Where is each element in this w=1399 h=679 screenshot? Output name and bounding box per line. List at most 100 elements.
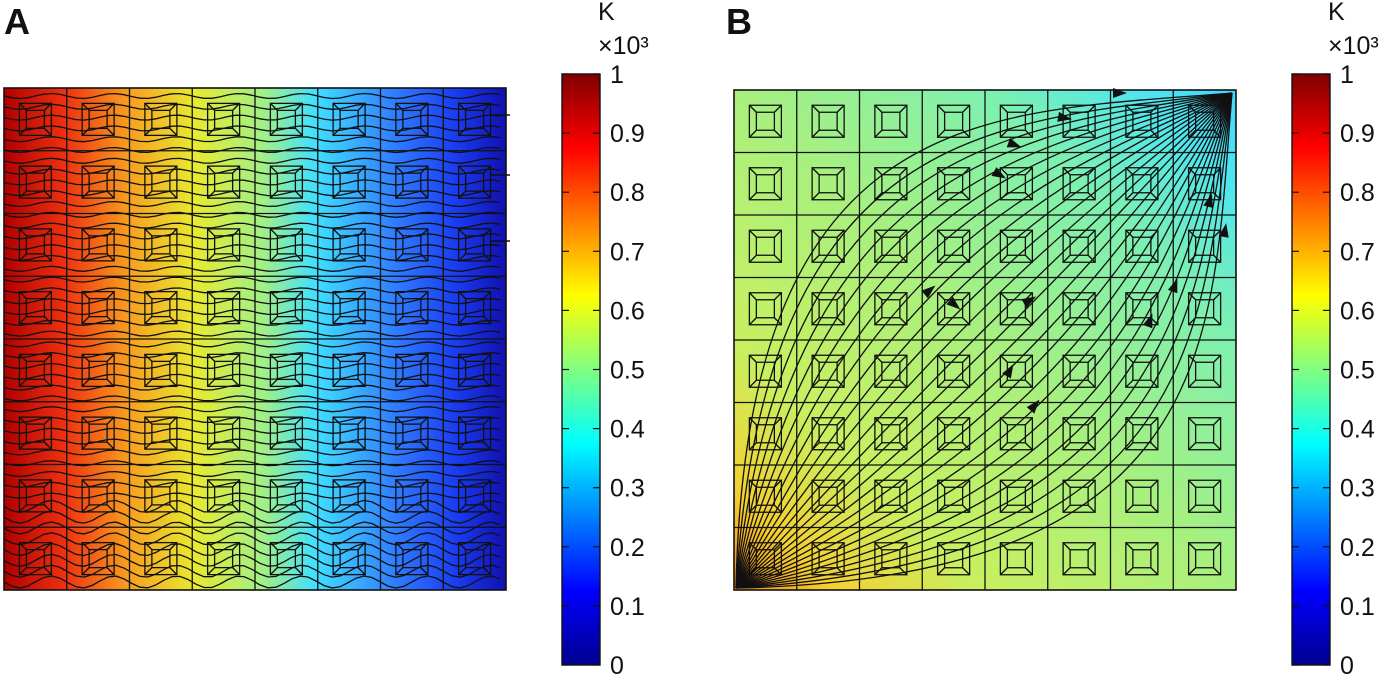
panel-a-cell-motif bbox=[18, 102, 53, 137]
streamline-a bbox=[3, 146, 501, 154]
streamline-a bbox=[3, 200, 501, 208]
panel-a-cell-motif bbox=[269, 479, 304, 513]
streamline-a bbox=[3, 521, 501, 535]
streamline-b bbox=[735, 92, 1233, 589]
streamline-b bbox=[735, 92, 1233, 589]
streamline-b-arrowhead bbox=[1021, 296, 1037, 308]
panel-b-cell-motif bbox=[748, 292, 783, 326]
colorbar-b-tick-label: 0.2 bbox=[1340, 534, 1375, 562]
streamline-a bbox=[3, 416, 501, 424]
streamline-a bbox=[3, 330, 501, 337]
streamline-b bbox=[735, 92, 1233, 589]
streamline-a bbox=[3, 373, 501, 380]
streamlines-a bbox=[3, 92, 510, 589]
panel-b-cell-motif bbox=[874, 542, 908, 576]
panel-a-cell-motif bbox=[457, 479, 492, 513]
streamline-a bbox=[3, 265, 501, 272]
panel-a-cell-motif bbox=[332, 165, 366, 199]
streamline-a bbox=[3, 222, 501, 229]
streamline-b bbox=[735, 92, 1233, 589]
panel-a-cell-motif bbox=[269, 165, 304, 199]
panel-b-cell-motif bbox=[936, 104, 971, 138]
panel-b-cell-motif bbox=[748, 104, 783, 138]
streamline-b bbox=[735, 92, 1233, 589]
streamline-a bbox=[3, 460, 501, 467]
streamline-a bbox=[3, 233, 501, 240]
panel-b-cell-motif bbox=[999, 229, 1034, 263]
panel-b-cell-motif bbox=[1187, 292, 1222, 326]
streamline-a bbox=[3, 244, 501, 251]
streamline-a bbox=[3, 92, 501, 100]
colorbar-a-unit-label: K bbox=[598, 0, 615, 26]
streamline-a bbox=[3, 406, 501, 413]
colorbar-b-tick-label: 0.6 bbox=[1340, 297, 1375, 325]
streamline-b bbox=[735, 92, 1233, 589]
streamline-a bbox=[3, 492, 501, 499]
panel-b-cell-motif bbox=[1125, 354, 1159, 388]
panel-b-cell-motif bbox=[1062, 104, 1096, 138]
panel-a-cell-motif bbox=[206, 353, 241, 388]
streamline-b bbox=[735, 92, 1233, 589]
streamline-a bbox=[3, 125, 501, 132]
streamline-b bbox=[735, 92, 1233, 589]
streamline-a bbox=[3, 449, 501, 456]
streamline-a bbox=[3, 287, 501, 294]
streamline-a bbox=[3, 254, 501, 262]
streamline-b bbox=[735, 92, 1233, 589]
streamline-b-arrowhead bbox=[1218, 223, 1229, 238]
colorbar-b-tick-label: 0.4 bbox=[1340, 416, 1375, 444]
panel-b-cell-motif bbox=[1187, 479, 1222, 513]
domain-frame-a bbox=[3, 87, 507, 591]
panel-b-cell-motif bbox=[811, 167, 845, 201]
streamline-a bbox=[3, 564, 501, 578]
colorbar-b-tick-label: 1 bbox=[1340, 61, 1354, 89]
panel-a-cell-motif bbox=[457, 165, 492, 199]
streamline-b bbox=[735, 92, 1233, 589]
colorbar-b-tick-label: 0 bbox=[1340, 652, 1354, 679]
colorbar-a-tick-label: 0.9 bbox=[610, 120, 645, 148]
panel-b-cell-motif bbox=[1062, 292, 1096, 326]
streamline-b-arrowhead bbox=[946, 296, 961, 310]
streamline-a bbox=[3, 352, 501, 359]
panel-a bbox=[3, 87, 510, 591]
streamline-a bbox=[3, 341, 501, 348]
colorbar-b-tick-label: 0.1 bbox=[1340, 593, 1375, 621]
streamline-b bbox=[735, 92, 1233, 589]
colorbar-b-tick-label: 0.9 bbox=[1340, 120, 1375, 148]
colorbar-b: K ×10³ 1 0.9 0.8 0.7 0.6 0.5 0.4 0.3 0.2 0.1 0 bbox=[1291, 0, 1379, 679]
panel-b-cell-motif bbox=[1187, 542, 1222, 576]
streamline-b bbox=[735, 92, 1233, 589]
panel-a-cell-motif bbox=[144, 479, 178, 513]
colorbar-a-tick-label: 0.4 bbox=[610, 416, 645, 444]
streamline-b-arrowhead bbox=[1142, 313, 1153, 329]
panel-letter-a: A bbox=[4, 1, 30, 42]
panel-b-cell-motif bbox=[874, 292, 908, 326]
streamline-b-arrowhead bbox=[1006, 137, 1022, 148]
streamline-b-arrowhead bbox=[1026, 399, 1040, 414]
panel-letter-b: B bbox=[726, 1, 752, 42]
streamline-a bbox=[3, 575, 501, 589]
panel-a-cell-motif bbox=[395, 165, 429, 199]
panel-a-cell-motif bbox=[206, 479, 241, 513]
panel-b-cell-motif bbox=[748, 229, 783, 263]
streamline-a bbox=[3, 157, 501, 164]
streamline-b bbox=[735, 92, 1233, 589]
domain-frame-b bbox=[733, 89, 1237, 591]
streamline-a bbox=[3, 308, 501, 316]
streamline-b bbox=[735, 92, 1233, 589]
panel-b-cell-motif bbox=[1062, 479, 1096, 513]
streamline-a bbox=[3, 103, 501, 110]
colorbar-b-ticks: 1 0.9 0.8 0.7 0.6 0.5 0.4 0.3 0.2 0.1 0 bbox=[1292, 61, 1375, 679]
streamline-a bbox=[3, 114, 501, 121]
panel-b-cell-motif bbox=[811, 292, 845, 326]
panel-a-cell-motif bbox=[144, 290, 178, 325]
panel-a-cell-motif bbox=[332, 479, 366, 513]
panel-a-cell-motif bbox=[81, 165, 115, 199]
panel-b-cell-motif bbox=[1062, 354, 1096, 388]
streamline-a bbox=[3, 427, 501, 434]
streamline-b bbox=[735, 92, 1233, 589]
streamline-a bbox=[3, 211, 501, 218]
streamline-b bbox=[735, 92, 1233, 589]
streamline-a bbox=[3, 510, 501, 524]
